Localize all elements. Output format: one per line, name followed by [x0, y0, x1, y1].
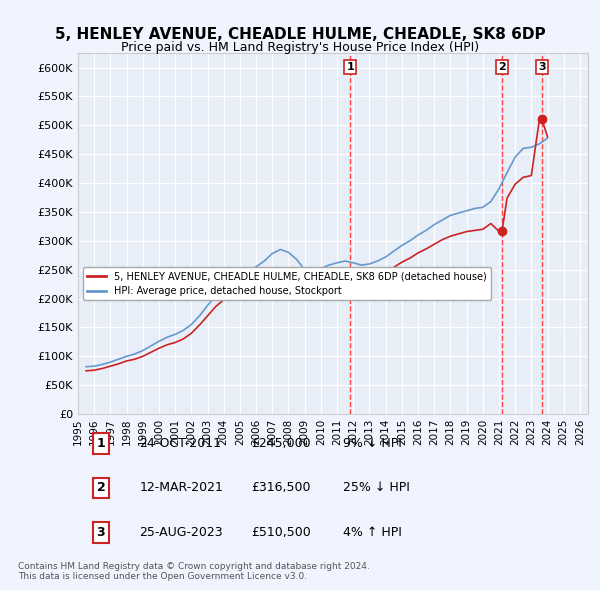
- Text: 9% ↓ HPI: 9% ↓ HPI: [343, 437, 402, 450]
- Text: 12-MAR-2021: 12-MAR-2021: [139, 481, 223, 494]
- Text: 3: 3: [97, 526, 105, 539]
- Text: 5, HENLEY AVENUE, CHEADLE HULME, CHEADLE, SK8 6DP: 5, HENLEY AVENUE, CHEADLE HULME, CHEADLE…: [55, 27, 545, 41]
- Legend: 5, HENLEY AVENUE, CHEADLE HULME, CHEADLE, SK8 6DP (detached house), HPI: Average: 5, HENLEY AVENUE, CHEADLE HULME, CHEADLE…: [83, 267, 491, 300]
- Text: 3: 3: [538, 62, 545, 72]
- Text: £510,500: £510,500: [251, 526, 311, 539]
- Text: 2: 2: [498, 62, 506, 72]
- Text: 24-OCT-2011: 24-OCT-2011: [139, 437, 221, 450]
- Text: 4% ↑ HPI: 4% ↑ HPI: [343, 526, 402, 539]
- Text: 1: 1: [346, 62, 354, 72]
- Text: 25% ↓ HPI: 25% ↓ HPI: [343, 481, 410, 494]
- Text: Contains HM Land Registry data © Crown copyright and database right 2024.
This d: Contains HM Land Registry data © Crown c…: [18, 562, 370, 581]
- Text: 25-AUG-2023: 25-AUG-2023: [139, 526, 223, 539]
- Text: 2: 2: [97, 481, 106, 494]
- Text: £316,500: £316,500: [251, 481, 311, 494]
- Text: £245,000: £245,000: [251, 437, 311, 450]
- Text: 1: 1: [97, 437, 106, 450]
- Text: Price paid vs. HM Land Registry's House Price Index (HPI): Price paid vs. HM Land Registry's House …: [121, 41, 479, 54]
